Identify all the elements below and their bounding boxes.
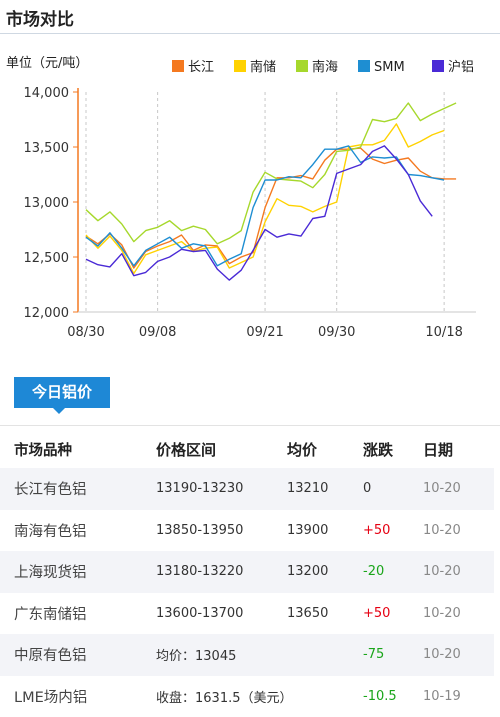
cell-change: -10.5 [363, 688, 397, 704]
tab-pointer [53, 408, 65, 414]
cell-price-range: 13190-13230 [156, 468, 287, 510]
table-row: 长江有色铝 13190-13230 13210 0 10-20 [0, 468, 494, 510]
cell-date: 10-19 [423, 688, 461, 704]
cell-date: 10-20 [423, 551, 494, 593]
legend-swatch-1 [234, 60, 246, 72]
cell-price-range: 13180-13220 [156, 551, 287, 593]
cell-avg-price [287, 634, 363, 676]
col-header-avg: 均价 [287, 440, 318, 459]
legend-swatch-3 [358, 60, 370, 72]
cell-date: 10-20 [423, 522, 461, 538]
header-divider [0, 33, 500, 34]
cell-price-range: 收盘：1631.5（美元） [156, 690, 293, 706]
cell-change: -75 [363, 634, 423, 676]
series-line-3 [85, 145, 445, 267]
cell-change: +50 [363, 522, 391, 538]
tab-today-price[interactable]: 今日铝价 [14, 377, 110, 408]
legend-label-3: SMM [374, 60, 405, 75]
table-row: 中原有色铝 均价：13045 -75 10-20 [0, 634, 494, 676]
x-tick-label: 09/21 [246, 325, 283, 340]
cell-change: +50 [363, 605, 391, 621]
cell-change: -20 [363, 551, 423, 593]
cell-avg-price: 13650 [287, 605, 329, 621]
cell-avg-price [287, 676, 363, 717]
col-header-range: 价格区间 [156, 440, 217, 459]
col-header-change: 涨跌 [363, 440, 394, 459]
cell-market-name: 南海有色铝 [14, 523, 87, 540]
table-row: 广东南储铝 13600-13700 13650 +50 10-20 [0, 593, 494, 635]
cell-avg-price: 13200 [287, 551, 363, 593]
table-row: 南海有色铝 13850-13950 13900 +50 10-20 [0, 510, 494, 552]
legend-label-4: 沪铝 [448, 59, 474, 75]
cell-price-range: 均价：13045 [156, 634, 287, 676]
table-row: LME场内铝 收盘：1631.5（美元） -10.5 10-19 [0, 676, 494, 717]
cell-price-range: 13850-13950 [156, 522, 244, 538]
cell-price-range: 13600-13700 [156, 605, 244, 621]
series-line-0 [85, 147, 457, 269]
col-header-date: 日期 [423, 440, 454, 459]
cell-date: 10-20 [423, 605, 461, 621]
table-body: 长江有色铝 13190-13230 13210 0 10-20 南海有色铝 13850-13… [0, 468, 494, 717]
table-header-row: 市场品种 价格区间 均价 涨跌 日期 [0, 430, 494, 468]
x-tick-label: 10/18 [425, 325, 462, 340]
price-table: 市场品种 价格区间 均价 涨跌 日期 长江有色铝 13190-13230 13210… [0, 430, 494, 717]
y-tick-label: 13,500 [24, 141, 70, 156]
x-tick-label: 09/08 [139, 325, 176, 340]
legend-label-1: 南储 [250, 59, 276, 75]
series-line-2 [85, 102, 457, 245]
legend-label-0: 长江 [188, 60, 214, 75]
cell-change: 0 [363, 468, 423, 510]
cell-market-name: 广东南储铝 [14, 606, 87, 623]
section-header: 市场对比 [0, 0, 500, 34]
cell-market-name: 长江有色铝 [0, 468, 156, 510]
cell-date: 10-20 [423, 634, 494, 676]
y-tick-label: 12,000 [24, 306, 70, 321]
cell-avg-price: 13900 [287, 522, 329, 538]
cell-market-name: 上海现货铝 [0, 551, 156, 593]
cell-market-name: 中原有色铝 [0, 634, 156, 676]
y-tick-label: 14,000 [24, 86, 70, 101]
series-line-4 [85, 145, 433, 281]
y-tick-label: 13,000 [24, 196, 70, 211]
table-row: 上海现货铝 13180-13220 13200 -20 10-20 [0, 551, 494, 593]
tab-divider [0, 425, 500, 426]
price-comparison-chart: 单位（元/吨） 长江 南储 南海 SMM 沪铝 08/30 09/08 09/21 09/30 10… [6, 56, 476, 340]
section-title: 市场对比 [6, 10, 74, 30]
legend-label-2: 南海 [312, 59, 338, 75]
x-tick-label: 09/30 [318, 325, 355, 340]
col-header-market: 市场品种 [14, 442, 72, 459]
legend-swatch-2 [296, 60, 308, 72]
x-tick-label: 08/30 [67, 325, 104, 340]
cell-avg-price: 13210 [287, 468, 363, 510]
cell-market-name: LME场内铝 [14, 689, 88, 706]
series-line-1 [85, 123, 445, 275]
legend-swatch-4 [432, 60, 444, 72]
cell-date: 10-20 [423, 468, 494, 510]
y-axis-label: 单位（元/吨） [6, 56, 88, 71]
y-tick-label: 12,500 [24, 251, 70, 266]
legend-swatch-0 [172, 60, 184, 72]
